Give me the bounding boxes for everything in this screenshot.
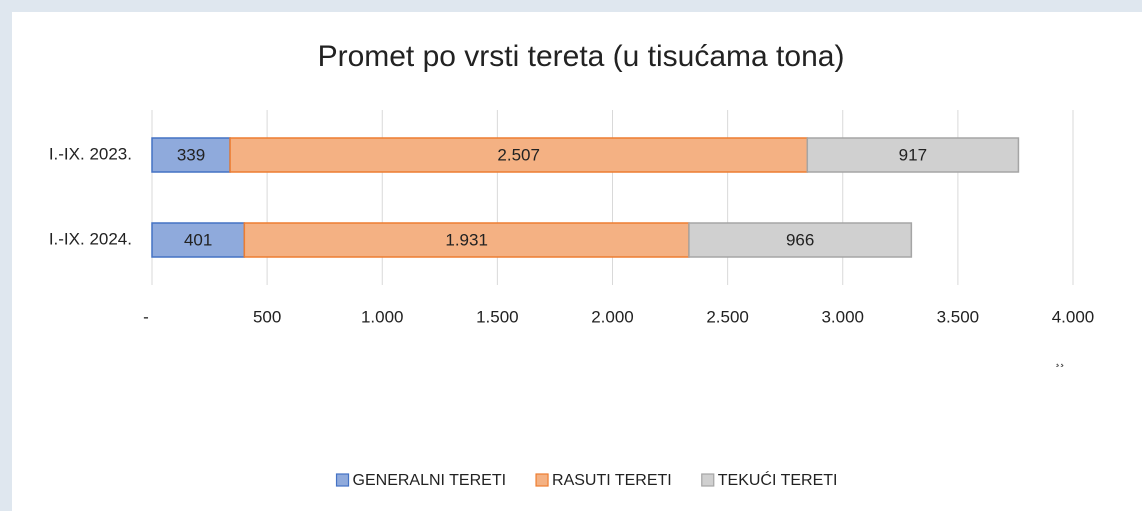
chart-title: Promet po vrsti tereta (u tisućama tona) (318, 40, 845, 73)
data-label: 917 (899, 145, 927, 164)
x-tick-label: 500 (253, 307, 281, 326)
y-tick-label: I.-IX. 2023. (49, 144, 132, 163)
annotation: ¸¸ (1055, 351, 1064, 367)
chart-area (12, 12, 1142, 511)
data-label: 339 (177, 145, 205, 164)
x-tick-label: 2.500 (706, 307, 749, 326)
legend-swatch (337, 474, 349, 486)
data-label: 1.931 (445, 230, 488, 249)
x-tick-label: 1.500 (476, 307, 519, 326)
y-tick-label: I.-IX. 2024. (49, 229, 132, 248)
x-tick-label: - (143, 307, 149, 326)
x-tick-label: 3.000 (821, 307, 864, 326)
x-tick-label: 1.000 (361, 307, 404, 326)
legend-label: TEKUĆI TERETI (718, 470, 838, 489)
legend-label: GENERALNI TERETI (353, 472, 507, 489)
x-tick-label: 2.000 (591, 307, 634, 326)
legend-swatch (536, 474, 548, 486)
data-label: 401 (184, 230, 212, 249)
legend-label: RASUTI TERETI (552, 472, 672, 489)
x-tick-label: 4.000 (1052, 307, 1095, 326)
data-label: 2.507 (497, 145, 540, 164)
chart: Promet po vrsti tereta (u tisućama tona)… (0, 0, 1142, 511)
data-label: 966 (786, 230, 814, 249)
legend-swatch (702, 474, 714, 486)
x-tick-label: 3.500 (937, 307, 980, 326)
